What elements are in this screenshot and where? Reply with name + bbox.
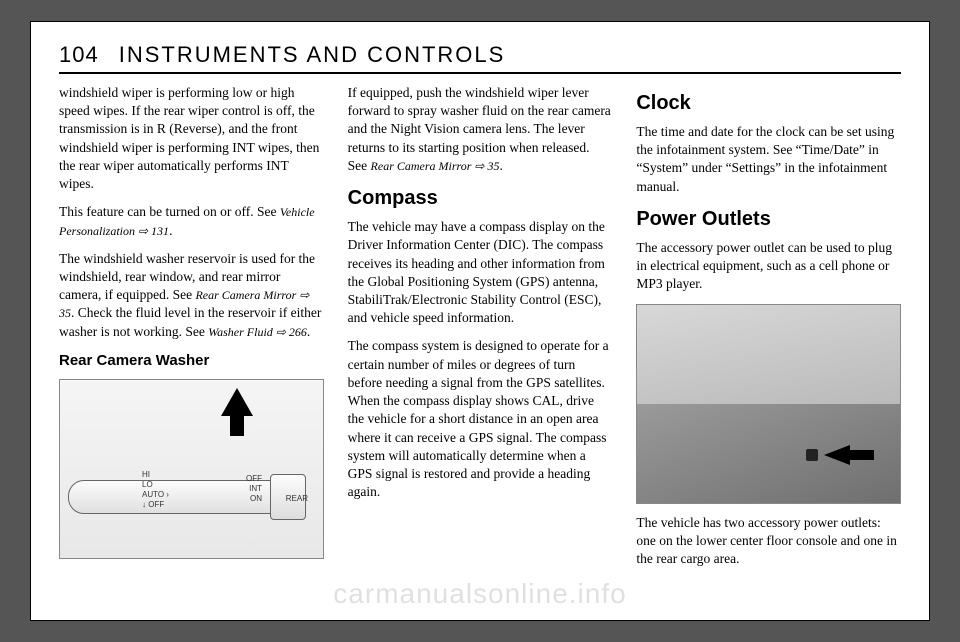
manual-page: 104 INSTRUMENTS AND CONTROLS windshield … xyxy=(30,21,930,621)
text-run: This feature can be turned on or off. Se… xyxy=(59,204,280,219)
text-run: . xyxy=(169,223,172,238)
body-text: The windshield washer reservoir is used … xyxy=(59,250,324,341)
body-text: This feature can be turned on or off. Se… xyxy=(59,203,324,239)
cross-reference: Rear Camera Mirror ⇨ 35 xyxy=(371,159,500,173)
stalk-label-off: ↓ OFF xyxy=(142,500,164,511)
subheading: Rear Camera Washer xyxy=(59,351,324,371)
cross-reference: Washer Fluid ⇨ 266 xyxy=(208,325,307,339)
page-number: 104 xyxy=(59,42,99,68)
heading-clock: Clock xyxy=(636,90,901,117)
body-text: The accessory power outlet can be used t… xyxy=(636,239,901,294)
column-1: windshield wiper is performing low or hi… xyxy=(59,84,324,614)
up-arrow-icon xyxy=(221,388,253,416)
body-text: The vehicle may have a compass display o… xyxy=(348,218,613,327)
content-columns: windshield wiper is performing low or hi… xyxy=(59,84,901,614)
wiper-stalk-figure: HI LO AUTO › ↓ OFF OFF INT ON REAR xyxy=(59,379,324,559)
text-run: . xyxy=(500,158,503,173)
section-title: INSTRUMENTS AND CONTROLS xyxy=(119,42,506,68)
column-3: Clock The time and date for the clock ca… xyxy=(636,84,901,614)
stalk-label-rear: REAR xyxy=(286,494,308,505)
heading-compass: Compass xyxy=(348,185,613,212)
dashboard-panel xyxy=(637,305,900,414)
body-text: The time and date for the clock can be s… xyxy=(636,123,901,196)
power-outlet-icon xyxy=(806,449,818,461)
body-text: windshield wiper is performing low or hi… xyxy=(59,84,324,193)
power-outlet-figure xyxy=(636,304,901,504)
body-text: The compass system is designed to operat… xyxy=(348,337,613,501)
stalk-body xyxy=(68,480,278,514)
column-2: If equipped, push the windshield wiper l… xyxy=(348,84,613,614)
stalk-label-rear-on: ON xyxy=(250,494,262,505)
heading-power-outlets: Power Outlets xyxy=(636,206,901,233)
text-run: . xyxy=(307,324,310,339)
pointer-arrow-icon xyxy=(824,445,850,465)
body-text: If equipped, push the windshield wiper l… xyxy=(348,84,613,175)
page-header: 104 INSTRUMENTS AND CONTROLS xyxy=(59,42,901,74)
wiper-stalk-illustration: HI LO AUTO › ↓ OFF OFF INT ON REAR xyxy=(68,450,308,540)
body-text: The vehicle has two accessory power outl… xyxy=(636,514,901,569)
